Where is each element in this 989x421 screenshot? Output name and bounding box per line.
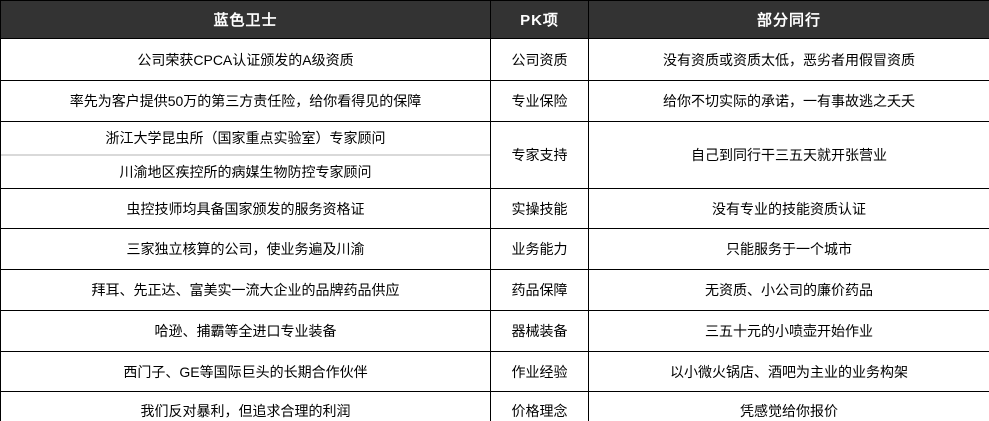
peers-cell: 给你不切实际的承诺，一有事故逃之夭夭 (588, 80, 989, 122)
pk-item-cell: 业务能力 (490, 228, 589, 270)
peers-cell: 无资质、小公司的廉价药品 (588, 269, 989, 311)
pk-item-cell: 药品保障 (490, 269, 589, 311)
table-header: 蓝色卫士 PK项 部分同行 (0, 0, 989, 39)
header-cell-peers: 部分同行 (588, 0, 989, 39)
pk-item-cell: 价格理念 (490, 391, 589, 421)
table-row: 哈逊、捕霸等全进口专业装备 器械装备 三五十元的小喷壶开始作业 (0, 310, 989, 352)
header-cell-pk: PK项 (490, 0, 589, 39)
peers-cell: 三五十元的小喷壶开始作业 (588, 310, 989, 352)
table-row: 浙江大学昆虫所（国家重点实验室）专家顾问 川渝地区疾控所的病媒生物防控专家顾问 … (0, 121, 989, 189)
table-row: 公司荣获CPCA认证颁发的A级资质 公司资质 没有资质或资质太低，恶劣者用假冒资… (0, 38, 989, 81)
table-row: 拜耳、先正达、富美实一流大企业的品牌药品供应 药品保障 无资质、小公司的廉价药品 (0, 269, 989, 311)
header-cell-ours: 蓝色卫士 (0, 0, 491, 39)
table-row: 率先为客户提供50万的第三方责任险，给你看得见的保障 专业保险 给你不切实际的承… (0, 80, 989, 122)
table-row: 我们反对暴利，但追求合理的利润 价格理念 凭感觉给你报价 (0, 391, 989, 421)
pk-item-cell: 专家支持 (490, 121, 589, 189)
ours-cell: 西门子、GE等国际巨头的长期合作伙伴 (0, 351, 491, 392)
ours-cell: 我们反对暴利，但追求合理的利润 (0, 391, 491, 421)
header-row: 蓝色卫士 PK项 部分同行 (0, 0, 989, 39)
pk-item-cell: 专业保险 (490, 80, 589, 122)
ours-cell-line-1: 浙江大学昆虫所（国家重点实验室）专家顾问 (1, 123, 490, 156)
peers-cell: 凭感觉给你报价 (588, 391, 989, 421)
ours-cell: 三家独立核算的公司，使业务遍及川渝 (0, 228, 491, 270)
ours-cell: 拜耳、先正达、富美实一流大企业的品牌药品供应 (0, 269, 491, 311)
ours-cell: 哈逊、捕霸等全进口专业装备 (0, 310, 491, 352)
pk-item-cell: 作业经验 (490, 351, 589, 392)
peers-cell: 没有资质或资质太低，恶劣者用假冒资质 (588, 38, 989, 81)
peers-cell: 只能服务于一个城市 (588, 228, 989, 270)
peers-cell: 自己到同行干三五天就开张营业 (588, 121, 989, 189)
pk-item-cell: 公司资质 (490, 38, 589, 81)
peers-cell: 没有专业的技能资质认证 (588, 188, 989, 229)
ours-cell: 公司荣获CPCA认证颁发的A级资质 (0, 38, 491, 81)
ours-cell-line-2: 川渝地区疾控所的病媒生物防控专家顾问 (119, 164, 372, 180)
pk-item-cell: 器械装备 (490, 310, 589, 352)
pk-item-cell: 实操技能 (490, 188, 589, 229)
table-row: 虫控技师均具备国家颁发的服务资格证 实操技能 没有专业的技能资质认证 (0, 188, 989, 229)
ours-cell: 率先为客户提供50万的第三方责任险，给你看得见的保障 (0, 80, 491, 122)
table-body: 公司荣获CPCA认证颁发的A级资质 公司资质 没有资质或资质太低，恶劣者用假冒资… (0, 38, 989, 421)
peers-cell: 以小微火锅店、酒吧为主业的业务构架 (588, 351, 989, 392)
ours-cell: 浙江大学昆虫所（国家重点实验室）专家顾问 川渝地区疾控所的病媒生物防控专家顾问 (0, 121, 491, 189)
table-row: 三家独立核算的公司，使业务遍及川渝 业务能力 只能服务于一个城市 (0, 228, 989, 270)
ours-cell: 虫控技师均具备国家颁发的服务资格证 (0, 188, 491, 229)
table-row: 西门子、GE等国际巨头的长期合作伙伴 作业经验 以小微火锅店、酒吧为主业的业务构… (0, 351, 989, 392)
